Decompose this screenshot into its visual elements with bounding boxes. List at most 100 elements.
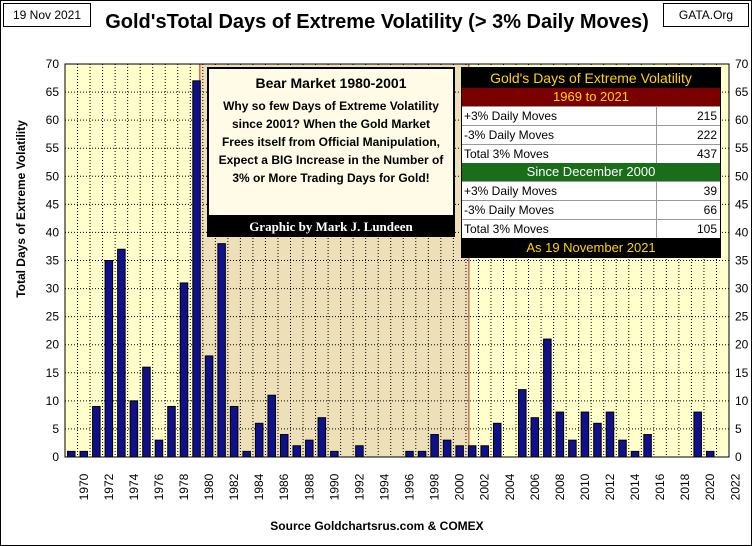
bar	[417, 450, 427, 458]
x-tick-label: 2022	[728, 473, 742, 500]
y-tick-label-right: 35	[735, 254, 749, 268]
x-tick-label: 1990	[327, 473, 341, 500]
y-tick-label-left: 50	[46, 169, 60, 183]
stats-row-value: 222	[696, 128, 717, 142]
y-tick-label-left: 35	[46, 254, 60, 268]
y-tick-label-right: 25	[735, 310, 749, 324]
bar	[593, 422, 602, 458]
x-tick-label: 1972	[102, 473, 116, 500]
y-tick-label-left: 30	[46, 282, 60, 296]
stats-row-label: +3% Daily Moves	[462, 182, 657, 200]
y-tick-label-right: 70	[735, 57, 749, 71]
bar	[142, 366, 151, 458]
bar	[254, 422, 264, 458]
x-tick-label: 2000	[453, 473, 467, 500]
bar	[167, 405, 176, 458]
stats-row-label: -3% Daily Moves	[462, 126, 657, 144]
bar	[430, 434, 439, 458]
stats-row: +3% Daily Moves 39	[462, 181, 720, 200]
x-tick-label: 1976	[152, 473, 166, 500]
stats-section1-label: 1969 to 2021	[462, 88, 720, 106]
stats-row-value: 105	[696, 222, 717, 236]
bar	[267, 394, 276, 458]
stats-row: -3% Daily Moves 222	[462, 125, 720, 144]
bar	[179, 282, 189, 458]
y-tick-label-left: 60	[46, 113, 60, 127]
bar	[630, 450, 640, 458]
bar	[580, 411, 590, 458]
bar	[568, 439, 577, 458]
y-tick-label-left: 5	[52, 422, 59, 436]
y-tick-label-left: 20	[46, 338, 60, 352]
y-tick-label-right: 20	[735, 338, 749, 352]
bar	[104, 260, 114, 458]
stats-row-value: 66	[703, 203, 717, 217]
annotation-text: Why so few Days of Extreme Volatility si…	[218, 99, 444, 185]
y-tick-label-right: 40	[735, 225, 749, 239]
bar	[92, 405, 101, 458]
bar	[292, 445, 302, 458]
x-tick-label: 2008	[553, 473, 567, 500]
y-tick-label-right: 30	[735, 282, 749, 296]
y-tick-label-left: 70	[46, 57, 60, 71]
bar	[405, 450, 414, 458]
y-tick-label-left: 15	[46, 366, 60, 380]
bar	[543, 338, 552, 458]
stats-title: Gold's Days of Extreme Volatility	[462, 68, 720, 88]
y-tick-label-left: 25	[46, 310, 60, 324]
annotation-title: Bear Market 1980-2001	[255, 75, 407, 91]
bar	[693, 411, 702, 458]
bar	[605, 411, 615, 458]
y-tick-label-right: 60	[735, 113, 749, 127]
bar	[492, 422, 502, 458]
stats-row-label: Total 3% Moves	[462, 220, 657, 238]
x-tick-label: 1992	[352, 473, 366, 500]
x-tick-label: 2010	[578, 473, 592, 500]
bar	[618, 439, 627, 458]
y-tick-label-right: 50	[735, 169, 749, 183]
x-tick-label: 2020	[703, 473, 717, 500]
y-tick-label-left: 45	[46, 197, 60, 211]
stats-row-value: 215	[696, 109, 717, 123]
y-tick-label-left: 55	[46, 141, 60, 155]
x-tick-label: 1978	[177, 473, 191, 500]
chart-title: Gold'sTotal Days of Extreme Volatility (…	[105, 11, 649, 33]
x-tick-label: 2006	[528, 473, 542, 500]
y-tick-label-right: 65	[735, 85, 749, 99]
bar	[355, 445, 364, 458]
x-tick-label: 1980	[202, 473, 216, 500]
x-tick-label: 1982	[227, 473, 241, 500]
y-tick-label-left: 65	[46, 85, 60, 99]
x-tick-label: 1974	[127, 473, 141, 500]
stats-table: Gold's Days of Extreme Volatility 1969 t…	[461, 67, 721, 258]
bar	[643, 434, 652, 458]
y-tick-label-left: 40	[46, 225, 60, 239]
x-tick-label: 1998	[428, 473, 442, 500]
y-tick-label-right: 10	[735, 394, 749, 408]
x-tick-label: 1984	[252, 473, 266, 500]
y-tick-label-left: 0	[52, 450, 59, 464]
bar	[229, 405, 239, 458]
bar	[480, 445, 489, 458]
x-tick-label: 1996	[403, 473, 417, 500]
x-tick-label: 2004	[503, 473, 517, 500]
stats-footer: As 19 November 2021	[462, 238, 720, 257]
x-tick-label: 1986	[277, 473, 291, 500]
stats-row: +3% Daily Moves 215	[462, 106, 720, 125]
stats-row: -3% Daily Moves 66	[462, 200, 720, 219]
y-tick-label-right: 5	[735, 422, 742, 436]
date-label: 19 Nov 2021	[3, 3, 91, 27]
bar	[518, 389, 527, 458]
bar	[705, 450, 715, 458]
bar	[154, 439, 164, 458]
x-tick-label: 1970	[77, 473, 91, 500]
y-axis-label: Total Days of Extreme Volatility	[14, 120, 28, 298]
y-tick-label-right: 15	[735, 366, 749, 380]
x-tick-label: 2014	[628, 473, 642, 500]
plot-border	[64, 63, 730, 458]
bar	[129, 400, 139, 458]
stats-row: Total 3% Moves 437	[462, 144, 720, 163]
bar	[330, 450, 339, 458]
stats-section2-label: Since December 2000	[462, 163, 720, 181]
